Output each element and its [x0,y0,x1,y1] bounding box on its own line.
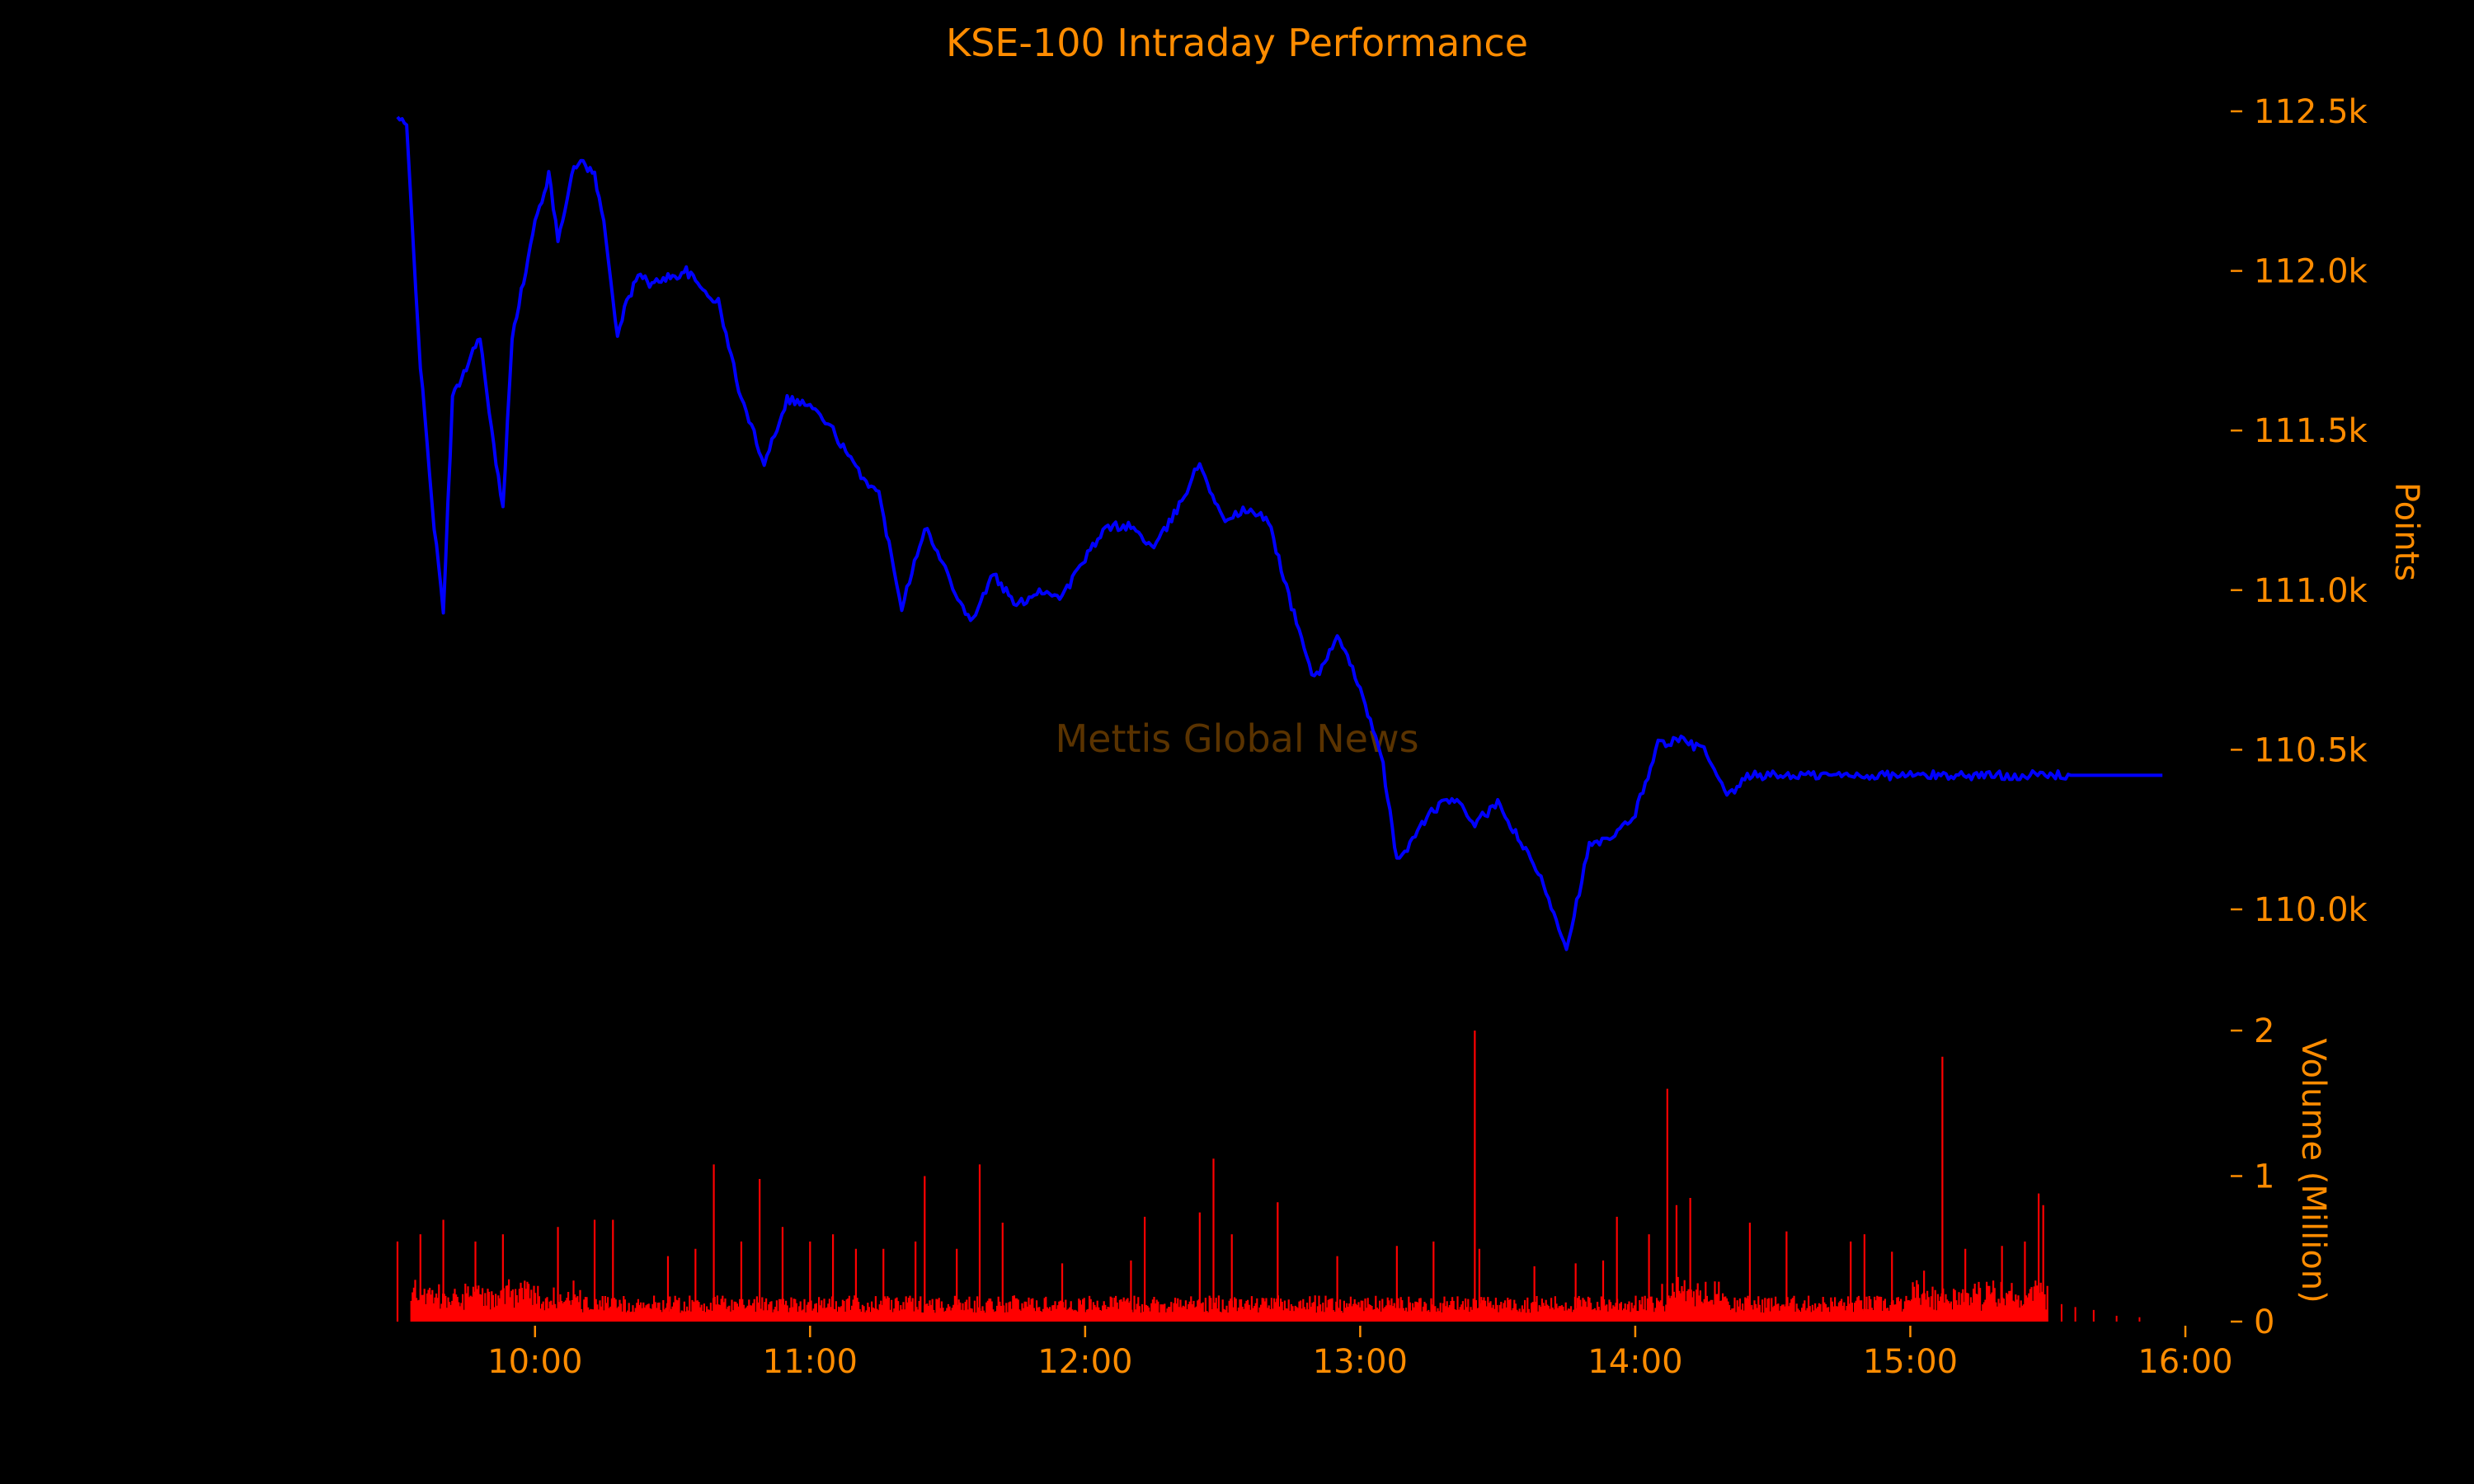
price-axis: 112.5k 112.0k 111.5k 111.0k 110.5k 110.0k [2231,93,2368,929]
price-tick-label: 112.0k [2254,253,2368,291]
volume-axis: 0 1 2 [2231,1012,2274,1341]
volume-tick-label: 2 [2254,1012,2274,1050]
price-tick-label: 110.0k [2254,891,2368,929]
price-line [396,115,2163,951]
price-tick-label: 112.5k [2254,93,2368,131]
price-tick-label: 111.0k [2254,572,2368,610]
volume-tick-label: 1 [2254,1158,2274,1196]
price-axis-label: Points [2387,482,2425,581]
volume-base-band [411,1313,2048,1322]
volume-tick-label: 0 [2254,1303,2274,1341]
watermark-text: Mettis Global News [1055,716,1418,761]
time-tick-label: 11:00 [763,1343,858,1381]
time-tick-label: 12:00 [1037,1343,1132,1381]
price-series [396,115,2163,951]
time-tick-label: 16:00 [2138,1343,2232,1381]
volume-bars [396,1031,2141,1322]
volume-axis-label: Volume (Million) [2294,1038,2332,1303]
time-tick-label: 13:00 [1313,1343,1408,1381]
time-tick-label: 10:00 [487,1343,582,1381]
time-tick-label: 15:00 [1863,1343,1958,1381]
price-tick-label: 111.5k [2254,412,2368,450]
time-axis: 10:00 11:00 12:00 13:00 14:00 15:00 16:00 [487,1326,2233,1381]
time-tick-label: 14:00 [1587,1343,1682,1381]
price-tick-label: 110.5k [2254,731,2368,769]
chart-title: KSE-100 Intraday Performance [946,21,1528,65]
